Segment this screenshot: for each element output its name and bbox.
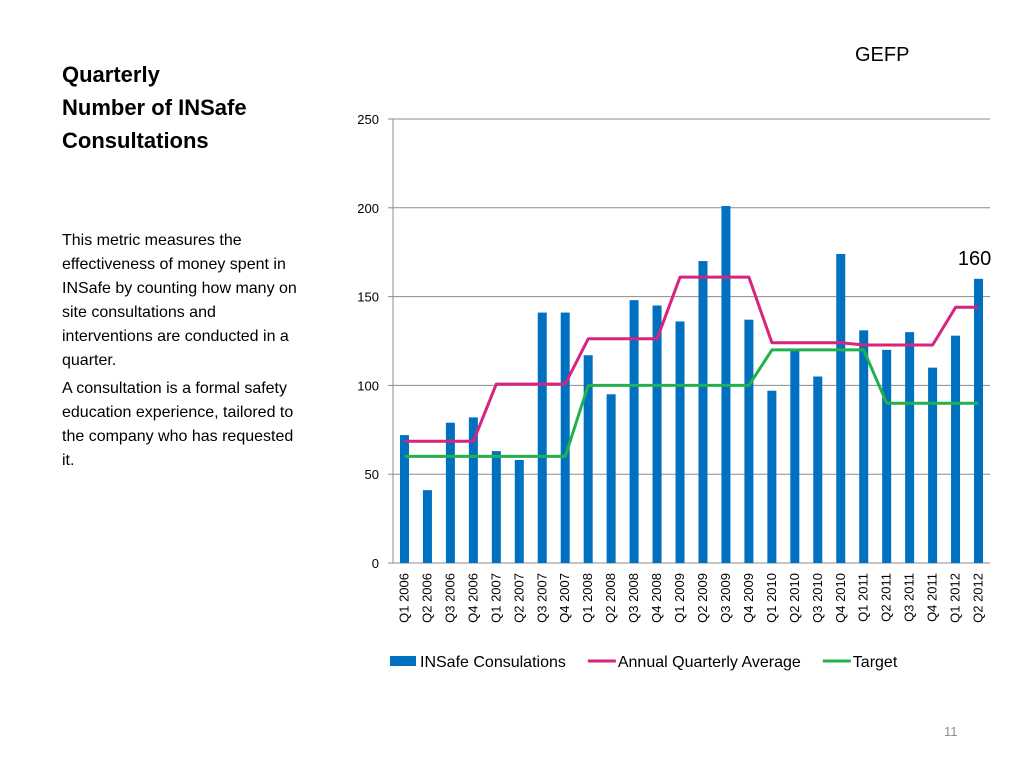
x-tick-label: Q3 2007 bbox=[534, 573, 549, 623]
legend-label: Annual Quarterly Average bbox=[618, 654, 801, 671]
description: This metric measures the effectiveness o… bbox=[62, 229, 310, 477]
bar bbox=[905, 332, 915, 563]
x-tick-label: Q3 2008 bbox=[626, 573, 641, 623]
x-tick-label: Q2 2011 bbox=[879, 573, 894, 622]
bar bbox=[583, 355, 593, 563]
bar bbox=[951, 335, 961, 563]
y-tick-label: 0 bbox=[372, 556, 379, 571]
y-tick-label: 50 bbox=[365, 467, 379, 482]
bar bbox=[537, 312, 547, 563]
bar bbox=[813, 376, 823, 563]
x-tick-label: Q2 2012 bbox=[971, 573, 986, 623]
bar bbox=[514, 459, 524, 563]
page-number: 11 bbox=[944, 724, 958, 739]
x-tick-label: Q4 2011 bbox=[925, 573, 940, 622]
bar bbox=[629, 300, 639, 563]
bar bbox=[859, 330, 869, 563]
x-tick-label: Q3 2011 bbox=[902, 573, 917, 622]
bar bbox=[974, 278, 984, 563]
header-tag: GEFP bbox=[855, 44, 910, 66]
bar bbox=[744, 319, 754, 563]
x-tick-label: Q1 2011 bbox=[856, 573, 871, 622]
page-title: Quarterly Number of INSafe Consultations bbox=[62, 58, 322, 157]
y-tick-label: 200 bbox=[357, 201, 379, 216]
x-tick-label: Q1 2009 bbox=[672, 573, 687, 623]
x-tick-label: Q4 2009 bbox=[741, 573, 756, 623]
bar bbox=[560, 312, 570, 563]
series-line bbox=[404, 275, 979, 443]
series-line bbox=[404, 348, 979, 458]
x-tick-label: Q1 2006 bbox=[396, 573, 411, 623]
bar bbox=[790, 349, 800, 563]
bar bbox=[882, 349, 892, 563]
x-tick-label: Q4 2008 bbox=[649, 573, 664, 623]
y-tick-label: 150 bbox=[357, 290, 379, 305]
title-line: Number of INSafe bbox=[62, 95, 247, 120]
x-tick-label: Q1 2010 bbox=[764, 573, 779, 623]
bar bbox=[491, 451, 501, 563]
description-paragraph: A consultation is a formal safety educat… bbox=[62, 380, 294, 469]
y-tick-label: 100 bbox=[357, 378, 379, 393]
x-tick-label: Q1 2012 bbox=[948, 573, 963, 623]
bar bbox=[928, 367, 938, 563]
x-tick-label: Q4 2007 bbox=[557, 573, 572, 623]
bar bbox=[836, 253, 846, 563]
bar bbox=[468, 417, 478, 563]
description-paragraph: This metric measures the effectiveness o… bbox=[62, 232, 297, 369]
bar bbox=[652, 305, 662, 563]
x-tick-label: Q2 2008 bbox=[603, 573, 618, 623]
title-line: Consultations bbox=[62, 128, 209, 153]
y-tick-label: 250 bbox=[357, 112, 379, 127]
x-tick-label: Q1 2008 bbox=[580, 573, 595, 623]
x-tick-label: Q2 2006 bbox=[419, 573, 434, 623]
x-tick-label: Q3 2006 bbox=[442, 573, 457, 623]
x-tick-label: Q4 2010 bbox=[833, 573, 848, 623]
bar bbox=[606, 394, 616, 563]
x-tick-label: Q4 2006 bbox=[465, 573, 480, 623]
x-tick-label: Q1 2007 bbox=[488, 573, 503, 623]
legend-label: Target bbox=[853, 654, 898, 671]
bar bbox=[675, 321, 685, 563]
x-tick-label: Q3 2010 bbox=[810, 573, 825, 623]
bar bbox=[767, 390, 777, 563]
x-tick-label: Q3 2009 bbox=[718, 573, 733, 623]
legend-label: INSafe Consulations bbox=[420, 654, 566, 671]
x-tick-label: Q2 2009 bbox=[695, 573, 710, 623]
x-tick-label: Q2 2010 bbox=[787, 573, 802, 623]
data-label: 160 bbox=[958, 248, 991, 270]
bar bbox=[698, 261, 708, 563]
bar bbox=[445, 422, 455, 563]
x-tick-label: Q2 2007 bbox=[511, 573, 526, 623]
bar bbox=[399, 435, 409, 563]
bar bbox=[422, 490, 432, 563]
legend-swatch bbox=[390, 656, 416, 666]
title-line: Quarterly bbox=[62, 62, 160, 87]
